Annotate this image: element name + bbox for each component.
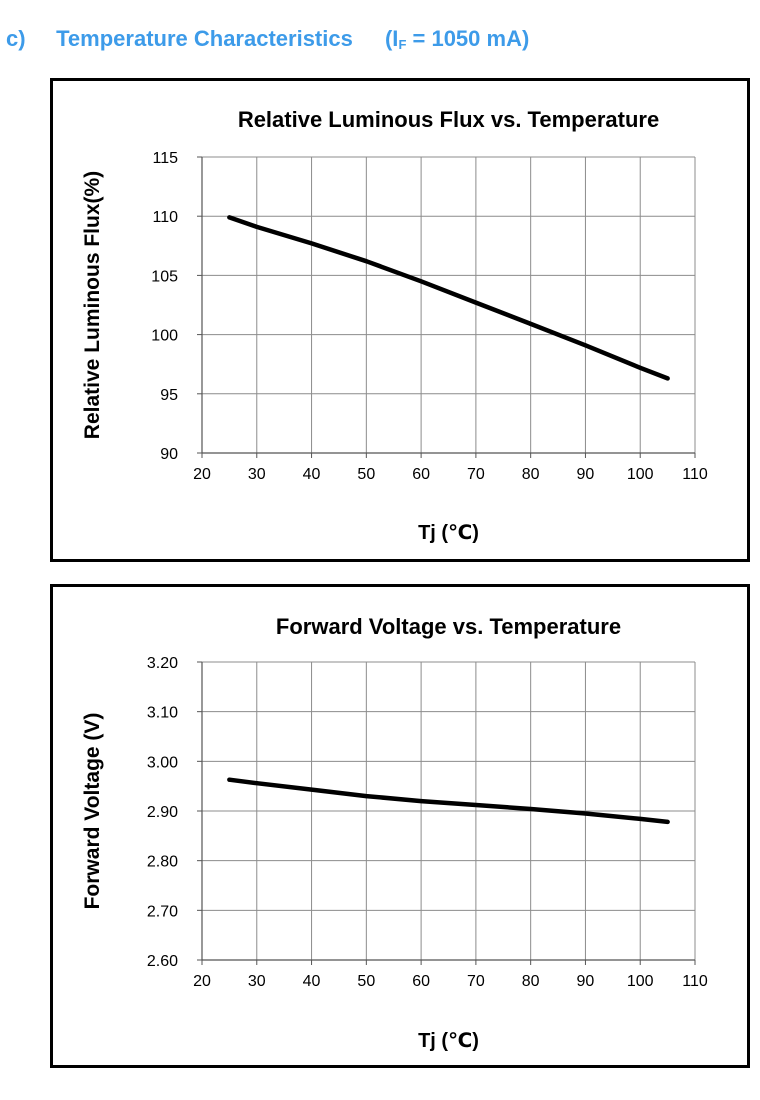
voltage-x-tick-label: 60: [412, 973, 430, 990]
voltage-x-tick-label: 80: [522, 973, 540, 990]
voltage-y-tick-label: 2.70: [147, 903, 178, 920]
flux-series-line: [227, 215, 670, 381]
flux-x-tick-label: 90: [577, 466, 595, 483]
voltage-data-point: [665, 819, 670, 824]
condition-suffix: = 1050 mA): [406, 26, 530, 51]
forward-voltage-chart-panel: Forward Voltage vs. Temperature 20 30 40 50 6…: [50, 584, 750, 1068]
voltage-y-tick-label: 2.90: [147, 804, 178, 821]
flux-data-point: [638, 365, 643, 370]
voltage-data-point: [528, 807, 533, 812]
flux-y-tick-label: 90: [160, 446, 178, 463]
voltage-data-point: [364, 794, 369, 799]
voltage-y-tick-label: 3.20: [147, 655, 178, 672]
flux-y-tick-label: 100: [151, 328, 178, 345]
voltage-x-tick-label: 90: [577, 973, 595, 990]
flux-data-point: [227, 215, 232, 220]
flux-x-tick-label: 40: [303, 466, 321, 483]
voltage-x-tick-label: 110: [682, 973, 708, 990]
flux-data-point: [528, 321, 533, 326]
voltage-x-tick-label: 50: [357, 973, 375, 990]
flux-data-point: [473, 300, 478, 305]
voltage-data-point: [254, 781, 259, 786]
flux-x-axis-label: Tj (℃): [418, 522, 479, 544]
flux-x-tick-label: 100: [627, 466, 654, 483]
flux-data-point: [665, 376, 670, 381]
flux-y-tick-label: 105: [151, 268, 178, 285]
flux-data-point: [364, 259, 369, 264]
voltage-x-tick-label: 100: [627, 973, 654, 990]
luminous-flux-chart: Relative Luminous Flux vs. Temperature 20…: [81, 107, 708, 544]
flux-data-point: [309, 241, 314, 246]
voltage-series-line: [227, 777, 670, 825]
condition-prefix: (I: [384, 26, 399, 51]
flux-data-point: [583, 343, 588, 348]
voltage-data-point: [638, 816, 643, 821]
flux-x-tick-label: 110: [682, 466, 708, 483]
flux-y-tick-label: 115: [152, 150, 178, 167]
condition-subscript: F: [398, 37, 407, 52]
voltage-data-point: [227, 777, 232, 782]
flux-y-tick-label: 110: [152, 209, 178, 226]
luminous-flux-chart-panel: Relative Luminous Flux vs. Temperature 20…: [50, 78, 750, 562]
flux-data-point: [419, 279, 424, 284]
voltage-data-point: [419, 799, 424, 804]
flux-y-tick-label: 95: [160, 387, 178, 404]
voltage-x-tick-label: 40: [303, 973, 321, 990]
voltage-x-axis-label: Tj (℃): [418, 1030, 479, 1052]
voltage-x-tick-label: 70: [467, 973, 485, 990]
flux-x-tick-label: 50: [357, 466, 375, 483]
voltage-x-tick-label: 30: [248, 973, 266, 990]
voltage-data-point: [473, 803, 478, 808]
voltage-chart-title: Forward Voltage vs. Temperature: [276, 614, 621, 639]
flux-y-axis-label: Relative Luminous Flux(%): [81, 171, 104, 439]
section-title: Temperature Characteristics: [56, 26, 353, 51]
voltage-data-point: [309, 787, 314, 792]
voltage-y-tick-label: 2.60: [147, 953, 178, 970]
voltage-y-tick-label: 3.10: [147, 705, 178, 722]
flux-chart-title: Relative Luminous Flux vs. Temperature: [238, 107, 659, 132]
flux-data-point: [254, 224, 259, 229]
voltage-y-tick-label: 2.80: [147, 854, 178, 871]
flux-x-tick-label: 30: [248, 466, 266, 483]
flux-x-tick-label: 60: [412, 466, 430, 483]
voltage-y-tick-label: 3.00: [147, 754, 178, 771]
voltage-y-axis-label: Forward Voltage (V): [81, 713, 104, 910]
test-condition: (IF = 1050 mA): [384, 26, 530, 52]
voltage-x-tick-label: 20: [193, 973, 211, 990]
section-heading: c) Temperature Characteristics (IF = 105…: [6, 26, 529, 52]
forward-voltage-chart: Forward Voltage vs. Temperature 20 30 40 50 6…: [81, 614, 708, 1052]
section-label: c): [6, 26, 26, 51]
flux-x-tick-label: 80: [522, 466, 540, 483]
voltage-data-point: [583, 811, 588, 816]
flux-x-tick-label: 70: [467, 466, 485, 483]
flux-x-tick-label: 20: [193, 466, 211, 483]
